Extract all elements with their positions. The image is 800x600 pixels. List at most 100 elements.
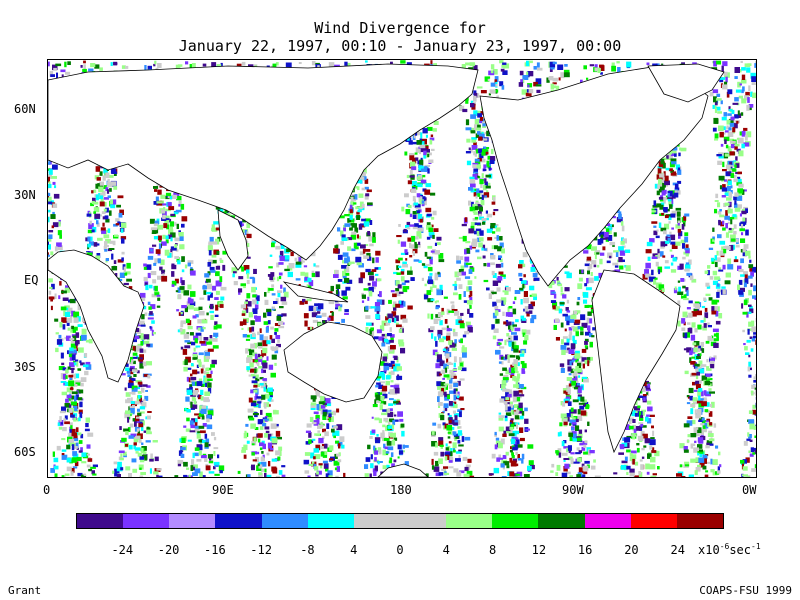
- swath-pixel: [61, 449, 67, 452]
- swath-pixel: [184, 407, 187, 411]
- swath-pixel: [194, 413, 200, 416]
- swath-pixel: [131, 458, 137, 463]
- swath-pixel: [493, 89, 499, 93]
- swath-pixel: [419, 159, 424, 165]
- swath-pixel: [501, 85, 505, 90]
- swath-pixel: [171, 280, 177, 286]
- swath-pixel: [145, 284, 149, 291]
- swath-pixel: [123, 266, 126, 272]
- swath-pixel: [364, 249, 371, 252]
- swath-pixel: [503, 299, 506, 305]
- swath-pixel: [143, 334, 150, 340]
- swath-pixel: [152, 244, 157, 247]
- swath-pixel: [423, 153, 427, 159]
- swath-pixel: [71, 468, 75, 473]
- swath-pixel: [267, 433, 272, 440]
- swath-pixel: [48, 176, 50, 183]
- swath-pixel: [253, 384, 258, 388]
- swath-pixel: [429, 139, 433, 145]
- swath-pixel: [481, 247, 484, 251]
- swath-pixel: [258, 472, 262, 475]
- swath-pixel: [257, 398, 263, 403]
- swath-pixel: [64, 415, 68, 420]
- swath-pixel: [163, 211, 167, 216]
- swath-pixel: [248, 374, 252, 377]
- swath-pixel: [241, 447, 245, 452]
- swath-pixel: [142, 399, 146, 402]
- swath-pixel: [88, 68, 94, 72]
- swath-pixel: [116, 474, 121, 477]
- swath-pixel: [66, 387, 72, 393]
- swath-pixel: [105, 187, 109, 191]
- swath-pixel: [566, 272, 572, 279]
- swath-pixel: [304, 320, 308, 327]
- swath-pixel: [132, 404, 135, 409]
- swath-pixel: [113, 186, 118, 190]
- swath-pixel: [197, 433, 200, 436]
- swath-pixel: [124, 387, 127, 391]
- swath-pixel: [441, 307, 444, 313]
- swath-pixel: [490, 148, 494, 155]
- swath-pixel: [48, 196, 52, 203]
- swath-pixel: [557, 283, 563, 287]
- swath-pixel: [409, 242, 412, 249]
- swath-pixel: [378, 449, 382, 455]
- swath-pixel: [392, 389, 398, 395]
- swath-pixel: [275, 245, 281, 250]
- swath-pixel: [466, 470, 473, 476]
- swath-pixel: [421, 200, 425, 204]
- swath-pixel: [444, 367, 447, 373]
- swath-pixel: [252, 352, 258, 357]
- swath-pixel: [386, 440, 392, 446]
- swath-pixel: [75, 382, 81, 386]
- swath-pixel: [452, 368, 458, 371]
- swath-pixel: [264, 402, 267, 409]
- swath-pixel: [428, 232, 435, 236]
- swath-pixel: [400, 326, 404, 329]
- swath-pixel: [397, 444, 402, 450]
- swath-pixel: [351, 248, 356, 252]
- swath-pixel: [407, 237, 412, 242]
- swath-pixel: [154, 285, 158, 292]
- swath-pixel: [442, 377, 445, 380]
- swath-pixel: [268, 404, 271, 407]
- swath-pixel: [379, 291, 382, 298]
- swath-pixel: [89, 220, 92, 225]
- swath-pixel: [392, 420, 396, 426]
- swath-pixel: [177, 459, 184, 464]
- swath-pixel: [335, 284, 341, 289]
- swath-pixel: [378, 336, 384, 341]
- swath-pixel: [306, 298, 312, 302]
- swath-pixel: [496, 299, 502, 303]
- swath-pixel: [247, 408, 254, 413]
- swath-pixel: [337, 279, 343, 282]
- swath-pixel: [431, 224, 434, 228]
- swath-pixel: [128, 435, 134, 439]
- swath-pixel: [208, 241, 214, 245]
- swath-pixel: [80, 334, 87, 341]
- swath-pixel: [402, 261, 407, 267]
- swath-pixel: [381, 299, 385, 305]
- swath-pixel: [478, 210, 482, 216]
- swath-pixel: [247, 474, 251, 477]
- swath-pixel: [205, 465, 211, 471]
- swath-pixel: [485, 174, 491, 178]
- swath-pixel: [468, 228, 474, 234]
- swath-pixel: [143, 451, 147, 455]
- swath-pixel: [340, 304, 343, 308]
- swath-pixel: [469, 127, 475, 133]
- swath-pixel: [191, 63, 196, 68]
- swath-pixel: [198, 413, 204, 417]
- swath-pixel: [470, 130, 476, 134]
- swath-pixel: [62, 324, 66, 330]
- swath-pixel: [361, 203, 365, 210]
- swath-pixel: [246, 233, 252, 239]
- swath-pixel: [475, 195, 478, 199]
- swath-pixel: [448, 457, 454, 463]
- swath-pixel: [467, 327, 473, 333]
- swath-pixel: [477, 193, 481, 197]
- swath-pixel: [250, 343, 255, 349]
- swath-pixel: [286, 248, 291, 252]
- swath-pixel: [117, 195, 124, 199]
- swath-pixel: [127, 397, 131, 401]
